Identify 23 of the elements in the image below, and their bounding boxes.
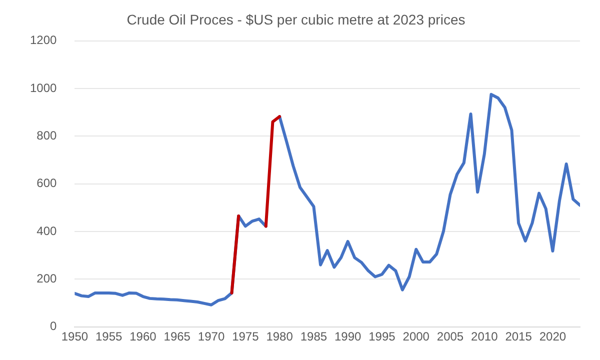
x-tick-label: 1995 [368,329,396,344]
x-tick-label: 1980 [266,329,294,344]
y-tick-label: 1000 [30,80,58,95]
x-tick-label: 1970 [198,329,225,344]
x-tick-label: 1975 [232,329,260,344]
x-tick-label: 2010 [471,329,498,344]
y-tick-label: 0 [50,319,58,334]
y-tick-label: 600 [36,176,58,190]
x-tick-label: 2015 [505,329,532,344]
x-tick-label: 2005 [436,329,464,344]
x-tick-label: 2000 [402,329,430,344]
x-tick-label: 1965 [164,329,191,344]
x-tick-label: 1990 [334,329,362,344]
x-tick-label: 1960 [130,329,157,344]
y-tick-label: 800 [36,128,58,142]
y-tick-label: 1200 [30,33,58,48]
x-tick-label: 1955 [95,329,123,344]
y-tick-label: 400 [36,224,58,238]
y-tick-label: 200 [36,271,58,286]
x-tick-label: 1985 [300,329,328,344]
x-tick-label: 2020 [539,329,566,344]
chart-title: Crude Oil Proces - $US per cubic metre at 2023 prices [126,11,466,28]
x-tick-label: 1950 [61,329,88,344]
